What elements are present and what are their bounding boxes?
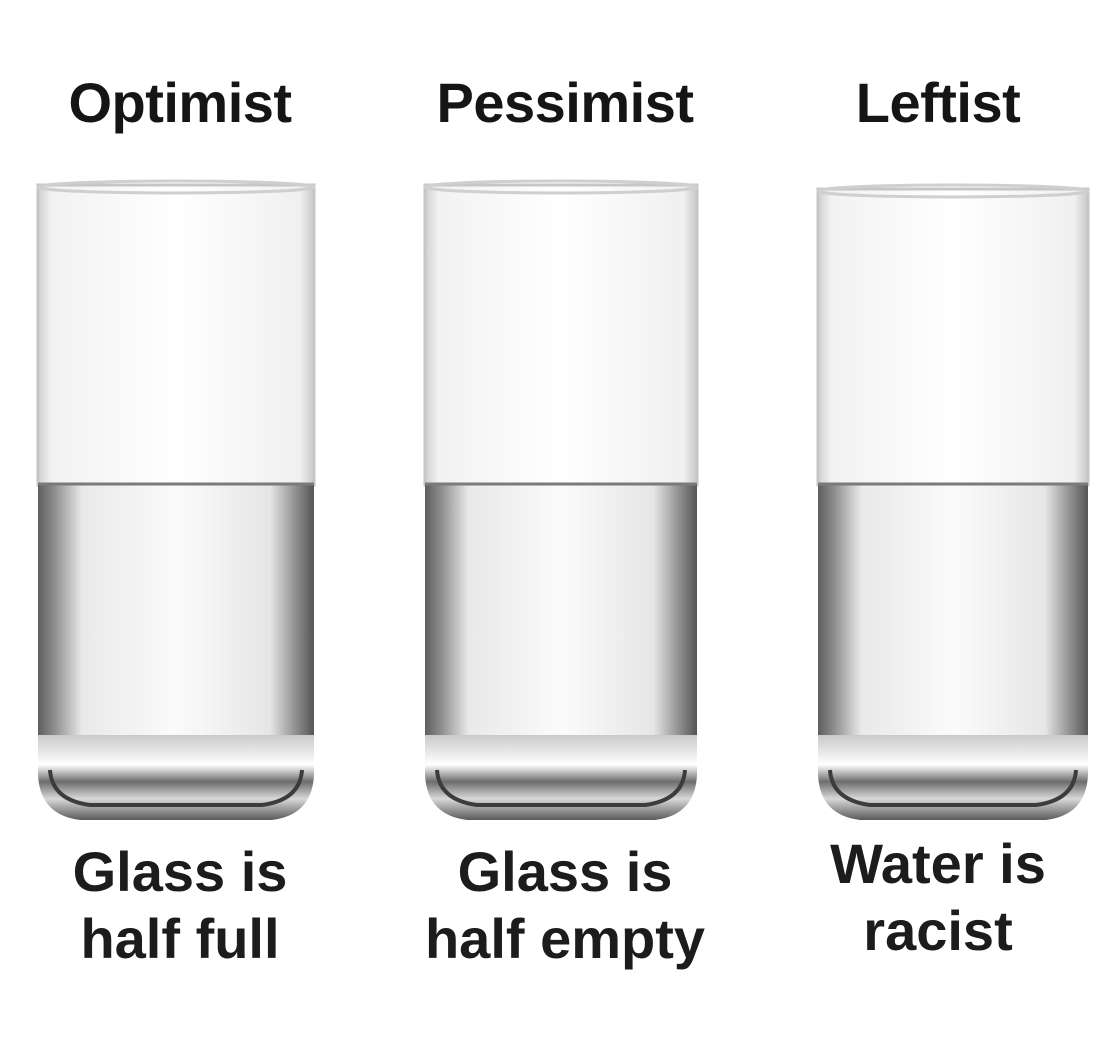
panel-caption: Glass is half full	[0, 838, 360, 972]
caption-line-2: racist	[863, 899, 1013, 962]
drinking-glass-icon	[816, 183, 1090, 820]
panel-leftist: Leftist Water is racist	[780, 0, 1096, 1046]
caption-line-1: Glass is	[457, 840, 673, 903]
panel-caption: Water is racist	[780, 830, 1096, 964]
caption-line-2: half empty	[424, 907, 706, 970]
drinking-glass-icon	[423, 179, 699, 820]
caption-line-1: Water is	[830, 832, 1046, 895]
panel-optimist: Optimist	[0, 0, 360, 1046]
panel-pessimist: Pessimist Glass is half empty	[385, 0, 745, 1046]
panel-title: Optimist	[68, 71, 292, 134]
panel-title: Leftist	[855, 71, 1021, 134]
panel-title: Pessimist	[436, 71, 695, 134]
panel-caption: Glass is half empty	[385, 838, 745, 972]
caption-line-1: Glass is	[72, 840, 288, 903]
drinking-glass-icon	[36, 179, 316, 820]
caption-line-2: half full	[80, 907, 280, 970]
